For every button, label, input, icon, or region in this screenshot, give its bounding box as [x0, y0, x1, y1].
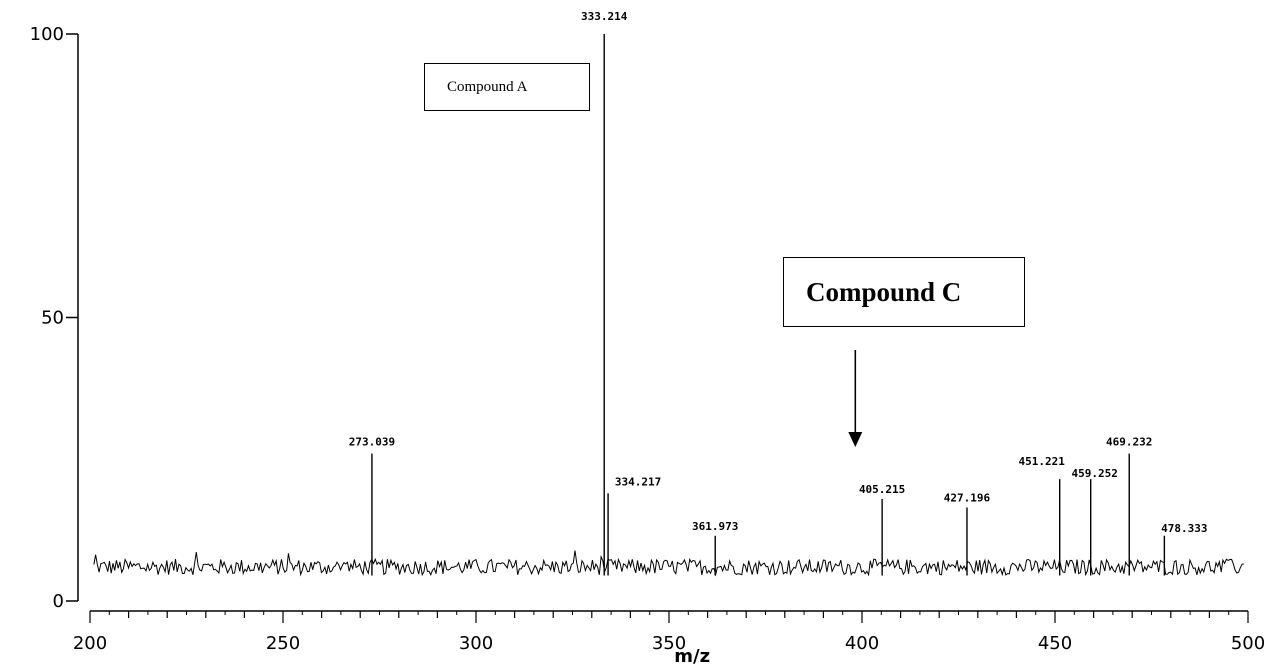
y-tick-label: 0: [53, 591, 64, 612]
x-tick-label: 200: [73, 633, 107, 654]
y-tick-label: 50: [41, 308, 64, 329]
peak-label: 427.196: [944, 491, 991, 504]
y-tick-label: 100: [30, 24, 64, 45]
peak-label: 273.039: [349, 436, 395, 449]
annotation-compound-c-label: Compound C: [806, 276, 962, 307]
arrow-head: [848, 432, 863, 447]
peak-label: 361.973: [692, 520, 738, 533]
compound-c-arrow: [848, 350, 863, 447]
x-tick-label: 400: [845, 633, 879, 654]
x-tick-label: 500: [1231, 633, 1265, 654]
peaks: [371, 34, 1166, 576]
annotation-compound-c: Compound C: [783, 257, 1025, 327]
peak-label: 459.252: [1072, 467, 1118, 480]
x-tick-label: 450: [1038, 633, 1072, 654]
x-axis-title: m/z: [674, 646, 710, 665]
x-tick-label: 250: [266, 633, 300, 654]
baseline-noise-trace: [93, 550, 1244, 577]
peak-label: 469.232: [1106, 436, 1152, 449]
peak-label: 451.221: [1019, 455, 1066, 468]
peak-label: 334.217: [615, 475, 661, 488]
annotation-compound-a: Compound A: [424, 63, 590, 111]
x-tick-label: 350: [652, 633, 686, 654]
peak-label: 478.333: [1161, 522, 1207, 535]
x-tick-label: 300: [459, 633, 493, 654]
peak-label: 333.214: [581, 10, 628, 23]
annotation-compound-a-label: Compound A: [447, 78, 528, 95]
peak-label: 405.215: [859, 483, 905, 496]
y-axis: 0 50 100: [30, 24, 79, 612]
x-axis: 200 250 300 350 400 450 500: [73, 610, 1265, 654]
peak-labels: 273.039 333.214 334.217 361.973 405.215 427.1…: [349, 10, 1208, 535]
